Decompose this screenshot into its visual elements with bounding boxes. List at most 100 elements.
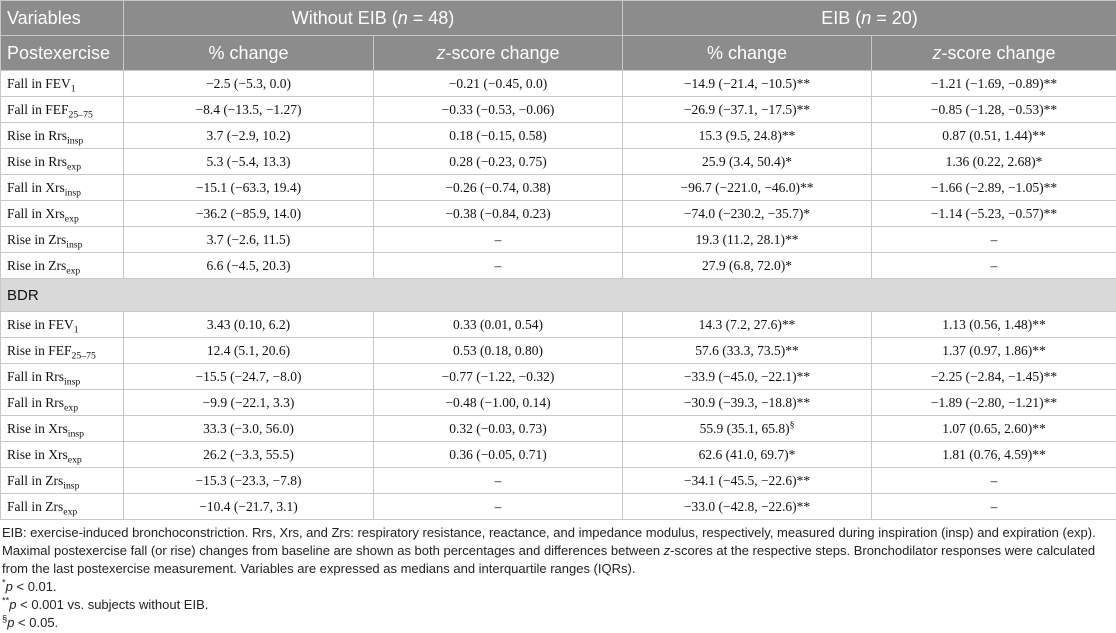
z-change-without-cell: −0.48 (−1.00, 0.14) — [372, 389, 624, 416]
table-row: Rise in Xrsinsp 33.3 (−3.0, 56.0) 0.32 (−0… — [0, 415, 1116, 442]
table-row: Rise in FEF25–75 12.4 (5.1, 20.6) 0.53 (0.… — [0, 337, 1116, 364]
pct-change-without-cell: −15.1 (−63.3, 19.4) — [123, 174, 374, 201]
pct-change-eib-cell: 25.9 (3.4, 50.4)* — [622, 148, 873, 175]
z-change-without-cell: −0.26 (−0.74, 0.38) — [372, 174, 624, 201]
pct-change-without-cell: −10.4 (−21.7, 3.1) — [123, 493, 374, 520]
table-row: Fall in Zrsexp −10.4 (−21.7, 3.1) – −33.0 (… — [0, 493, 1116, 520]
z-change-eib-cell: 1.36 (0.22, 2.68)* — [871, 148, 1116, 175]
pct-change-without-cell: 33.3 (−3.0, 56.0) — [123, 415, 374, 442]
pct-change-without-cell: 3.43 (0.10, 6.2) — [123, 311, 374, 338]
footnote-p001: *p < 0.01. — [2, 577, 57, 594]
z-change-without-cell: −0.21 (−0.45, 0.0) — [372, 70, 624, 97]
pct-change-eib-cell: 15.3 (9.5, 24.8)** — [622, 122, 873, 149]
without-eib-header: Without EIB (n = 48) — [122, 0, 624, 36]
z-change-eib-cell: −2.25 (−2.84, −1.45)** — [871, 363, 1116, 390]
z-change-without-cell: 0.28 (−0.23, 0.75) — [372, 148, 624, 175]
pct-change-without-cell: −36.2 (−85.9, 14.0) — [123, 200, 374, 227]
bdr-section: Rise in FEV1 3.43 (0.10, 6.2) 0.33 (0.01, … — [0, 311, 1116, 520]
variable-cell: Fall in FEV1 — [0, 70, 124, 97]
variable-cell: Rise in FEV1 — [0, 311, 124, 338]
pct-change-eib-cell: 19.3 (11.2, 28.1)** — [622, 226, 873, 253]
variable-cell: Rise in Zrsexp — [0, 252, 124, 279]
postexercise-section: Fall in FEV1 −2.5 (−5.3, 0.0) −0.21 (−0.45… — [0, 70, 1116, 279]
variable-cell: Rise in Rrsinsp — [0, 122, 124, 149]
table-row: Fall in Rrsinsp −15.5 (−24.7, −8.0) −0.77 … — [0, 363, 1116, 390]
z-change-eib-cell: – — [871, 252, 1116, 279]
table-row: Rise in Xrsexp 26.2 (−3.3, 55.5) 0.36 (−0.… — [0, 441, 1116, 468]
header-row-groups: Variables Without EIB (n = 48) EIB (n = … — [0, 0, 1116, 36]
z-change-eib-cell: 1.37 (0.97, 1.86)** — [871, 337, 1116, 364]
footnote-p0001: **p < 0.001 vs. subjects without EIB. — [2, 595, 209, 612]
pct-change-without-cell: 12.4 (5.1, 20.6) — [123, 337, 374, 364]
header-row-measures: Postexercise % change z-score change % c… — [0, 35, 1116, 71]
pct-change-without-cell: −9.9 (−22.1, 3.3) — [123, 389, 374, 416]
pct-change-header-without: % change — [123, 35, 374, 71]
variable-cell: Rise in FEF25–75 — [0, 337, 124, 364]
variable-cell: Fall in FEF25–75 — [0, 96, 124, 123]
pct-change-eib-cell: −30.9 (−39.3, −18.8)** — [622, 389, 873, 416]
variable-cell: Rise in Rrsexp — [0, 148, 124, 175]
z-change-eib-cell: 0.87 (0.51, 1.44)** — [871, 122, 1116, 149]
pct-change-without-cell: 5.3 (−5.4, 13.3) — [123, 148, 374, 175]
z-change-header-without: z-score change — [372, 35, 624, 71]
z-change-without-cell: – — [372, 493, 624, 520]
z-change-without-cell: – — [372, 467, 624, 494]
variable-cell: Fall in Zrsinsp — [0, 467, 124, 494]
variable-cell: Fall in Zrsexp — [0, 493, 124, 520]
table-row: Rise in Rrsexp 5.3 (−5.4, 13.3) 0.28 (−0.2… — [0, 148, 1116, 175]
pct-change-eib-cell: 27.9 (6.8, 72.0)* — [622, 252, 873, 279]
pct-change-without-cell: −2.5 (−5.3, 0.0) — [123, 70, 374, 97]
pct-change-eib-cell: 62.6 (41.0, 69.7)* — [622, 441, 873, 468]
z-change-eib-cell: – — [871, 467, 1116, 494]
z-change-without-cell: 0.33 (0.01, 0.54) — [372, 311, 624, 338]
z-change-without-cell: – — [372, 226, 624, 253]
bdr-section-header: BDR — [0, 278, 1116, 312]
pct-change-without-cell: −15.5 (−24.7, −8.0) — [123, 363, 374, 390]
bdr-label: BDR — [0, 278, 1116, 312]
bdr-row: BDR — [0, 278, 1116, 312]
z-change-without-cell: 0.32 (−0.03, 0.73) — [372, 415, 624, 442]
table-row: Rise in Rrsinsp 3.7 (−2.9, 10.2) 0.18 (−0.… — [0, 122, 1116, 149]
pct-change-without-cell: 6.6 (−4.5, 20.3) — [123, 252, 374, 279]
table-row: Fall in Rrsexp −9.9 (−22.1, 3.3) −0.48 (−1… — [0, 389, 1116, 416]
z-change-eib-cell: 1.07 (0.65, 2.60)** — [871, 415, 1116, 442]
z-change-eib-cell: – — [871, 226, 1116, 253]
variable-cell: Rise in Xrsexp — [0, 441, 124, 468]
results-table: Variables Without EIB (n = 48) EIB (n = … — [0, 0, 1116, 520]
variable-cell: Fall in Rrsinsp — [0, 363, 124, 390]
z-change-without-cell: 0.53 (0.18, 0.80) — [372, 337, 624, 364]
pct-change-eib-cell: −74.0 (−230.2, −35.7)* — [622, 200, 873, 227]
pct-change-eib-cell: −26.9 (−37.1, −17.5)** — [622, 96, 873, 123]
table-row: Rise in Zrsinsp 3.7 (−2.6, 11.5) –19.3 (11… — [0, 226, 1116, 253]
postexercise-header: Postexercise — [0, 35, 124, 71]
pct-change-eib-cell: −33.0 (−42.8, −22.6)** — [622, 493, 873, 520]
table-row: Fall in Xrsinsp −15.1 (−63.3, 19.4) −0.26 … — [0, 174, 1116, 201]
z-change-eib-cell: −1.89 (−2.80, −1.21)** — [871, 389, 1116, 416]
table-row: Fall in Zrsinsp −15.3 (−23.3, −7.8) – −34.1… — [0, 467, 1116, 494]
pct-change-without-cell: −15.3 (−23.3, −7.8) — [123, 467, 374, 494]
z-change-without-cell: −0.33 (−0.53, −0.06) — [372, 96, 624, 123]
pct-change-eib-cell: 14.3 (7.2, 27.6)** — [622, 311, 873, 338]
z-change-eib-cell: −0.85 (−1.28, −0.53)** — [871, 96, 1116, 123]
variable-cell: Fall in Xrsexp — [0, 200, 124, 227]
z-change-without-cell: −0.77 (−1.22, −0.32) — [372, 363, 624, 390]
footnote-abbreviations: EIB: exercise-induced bronchoconstrictio… — [2, 525, 1096, 576]
z-change-eib-cell: −1.21 (−1.69, −0.89)** — [871, 70, 1116, 97]
pct-change-header-eib: % change — [622, 35, 873, 71]
table-footnotes: EIB: exercise-induced bronchoconstrictio… — [0, 520, 1116, 632]
variable-cell: Rise in Zrsinsp — [0, 226, 124, 253]
pct-change-without-cell: 3.7 (−2.6, 11.5) — [123, 226, 374, 253]
pct-change-without-cell: 26.2 (−3.3, 55.5) — [123, 441, 374, 468]
footnote-p005: §p < 0.05. — [2, 613, 59, 630]
table-row: Fall in FEF25–75 −8.4 (−13.5, −1.27) −0.33… — [0, 96, 1116, 123]
pct-change-without-cell: 3.7 (−2.9, 10.2) — [123, 122, 374, 149]
variable-cell: Rise in Xrsinsp — [0, 415, 124, 442]
pct-change-eib-cell: −96.7 (−221.0, −46.0)** — [622, 174, 873, 201]
table-row: Fall in Xrsexp −36.2 (−85.9, 14.0) −0.38 (… — [0, 200, 1116, 227]
z-change-without-cell: 0.18 (−0.15, 0.58) — [372, 122, 624, 149]
pct-change-eib-cell: −34.1 (−45.5, −22.6)** — [622, 467, 873, 494]
table-row: Fall in FEV1 −2.5 (−5.3, 0.0) −0.21 (−0.45… — [0, 70, 1116, 97]
pct-change-eib-cell: 57.6 (33.3, 73.5)** — [622, 337, 873, 364]
pct-change-eib-cell: 55.9 (35.1, 65.8)§ — [622, 415, 873, 442]
z-change-eib-cell: 1.81 (0.76, 4.59)** — [871, 441, 1116, 468]
